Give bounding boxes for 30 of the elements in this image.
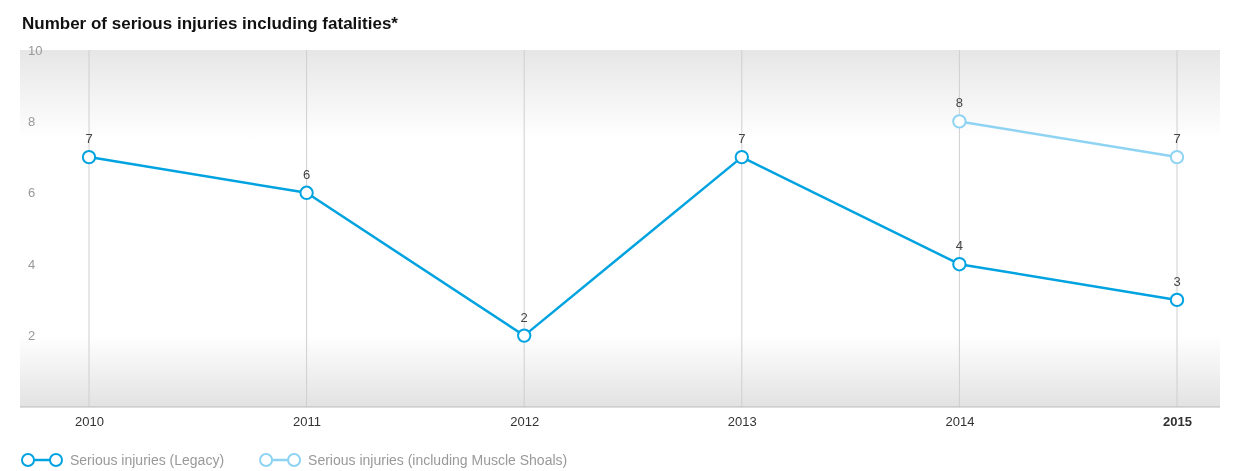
data-label: 7 [738, 131, 746, 147]
data-label: 4 [955, 238, 964, 254]
x-tick-label: 2011 [293, 414, 322, 430]
data-label: 7 [85, 131, 93, 147]
chart-title: Number of serious injuries including fatalities* [22, 14, 399, 33]
data-label: 2 [520, 309, 528, 325]
y-tick-label: 8 [28, 114, 36, 130]
legend-label: Serious injuries (Legacy) [70, 452, 225, 468]
x-tick-label: 2015 [1163, 414, 1192, 430]
point [517, 328, 532, 343]
x-tick-label: 2013 [727, 414, 757, 430]
legend-label: Serious injuries (including Muscle Shoals) [308, 452, 568, 468]
x-tick-label: 2010 [75, 414, 104, 430]
y-tick-label: 2 [28, 328, 36, 344]
point [952, 114, 967, 129]
y-tick-label: 4 [28, 256, 36, 272]
y-tick-label: 6 [28, 185, 36, 201]
x-tick-label: 2014 [945, 414, 975, 430]
data-label: 8 [955, 95, 964, 111]
point [299, 185, 314, 200]
data-label: 7 [1173, 131, 1181, 147]
data-label: 3 [1173, 273, 1181, 289]
x-tick-label: 2012 [510, 414, 540, 430]
data-label: 6 [302, 166, 311, 182]
y-tick-label: 10 [28, 42, 43, 58]
point [734, 149, 749, 165]
point [1169, 149, 1185, 165]
point [81, 149, 97, 165]
point [1169, 292, 1185, 308]
point [952, 257, 967, 272]
